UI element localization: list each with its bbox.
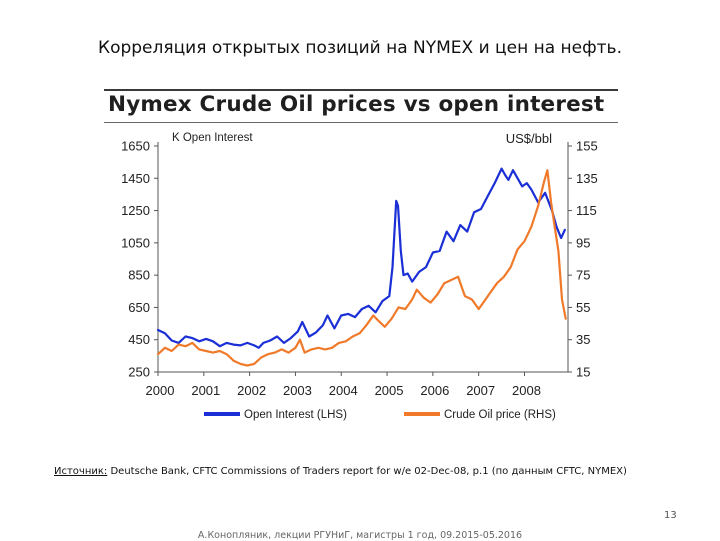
source-label: Источник: bbox=[54, 466, 108, 477]
left-tick-label: 1650 bbox=[121, 139, 150, 154]
right-tick-label: 35 bbox=[576, 332, 590, 347]
x-tick-label: 2001 bbox=[191, 383, 220, 398]
right-tick-label: 15 bbox=[576, 365, 590, 380]
x-tick-label: 2000 bbox=[146, 383, 175, 398]
source-text: Deutsche Bank, CFTC Commissions of Trade… bbox=[107, 466, 627, 477]
legend-open-interest-label: Open Interest (LHS) bbox=[244, 409, 347, 421]
chart-title: Nymex Crude Oil prices vs open interest bbox=[108, 92, 605, 117]
left-tick-label: 250 bbox=[128, 365, 150, 380]
left-tick-label: 850 bbox=[128, 268, 150, 283]
crude-oil-line bbox=[156, 169, 567, 367]
open-interest-line bbox=[156, 167, 566, 349]
chart-title-top-rule bbox=[104, 89, 618, 91]
left-tick-label: 450 bbox=[128, 332, 150, 347]
left-tick-label: 650 bbox=[128, 300, 150, 315]
right-tick-label: 95 bbox=[576, 235, 590, 250]
left-tick-label: 1450 bbox=[121, 171, 150, 186]
right-axis-title: US$/bbl bbox=[506, 131, 552, 146]
right-tick-label: 135 bbox=[576, 171, 598, 186]
x-tick-label: 2005 bbox=[375, 383, 404, 398]
left-axis-title: K Open Interest bbox=[172, 132, 253, 144]
x-tick-label: 2004 bbox=[329, 383, 358, 398]
right-tick-label: 55 bbox=[576, 300, 590, 315]
source-note: Источник: Deutsche Bank, CFTC Commission… bbox=[54, 466, 627, 477]
page-number: 13 bbox=[664, 510, 677, 521]
chart-title-bottom-rule bbox=[104, 122, 618, 123]
x-tick-label: 2002 bbox=[237, 383, 266, 398]
x-tick-label: 2003 bbox=[283, 383, 312, 398]
right-tick-label: 155 bbox=[576, 139, 598, 154]
left-tick-label: 1250 bbox=[121, 203, 150, 218]
x-tick-label: 2006 bbox=[420, 383, 449, 398]
x-tick-label: 2008 bbox=[512, 383, 541, 398]
x-tick-label: 2007 bbox=[466, 383, 495, 398]
right-tick-label: 115 bbox=[576, 203, 597, 218]
slide-title: Корреляция открытых позиций на NYMEX и ц… bbox=[98, 38, 622, 58]
footer: А.Конопляник, лекции РГУНиГ, магистры 1 … bbox=[197, 530, 523, 541]
legend-crude-oil-label: Crude Oil price (RHS) bbox=[444, 409, 556, 421]
right-tick-label: 75 bbox=[576, 268, 590, 283]
left-tick-label: 1050 bbox=[121, 235, 150, 250]
